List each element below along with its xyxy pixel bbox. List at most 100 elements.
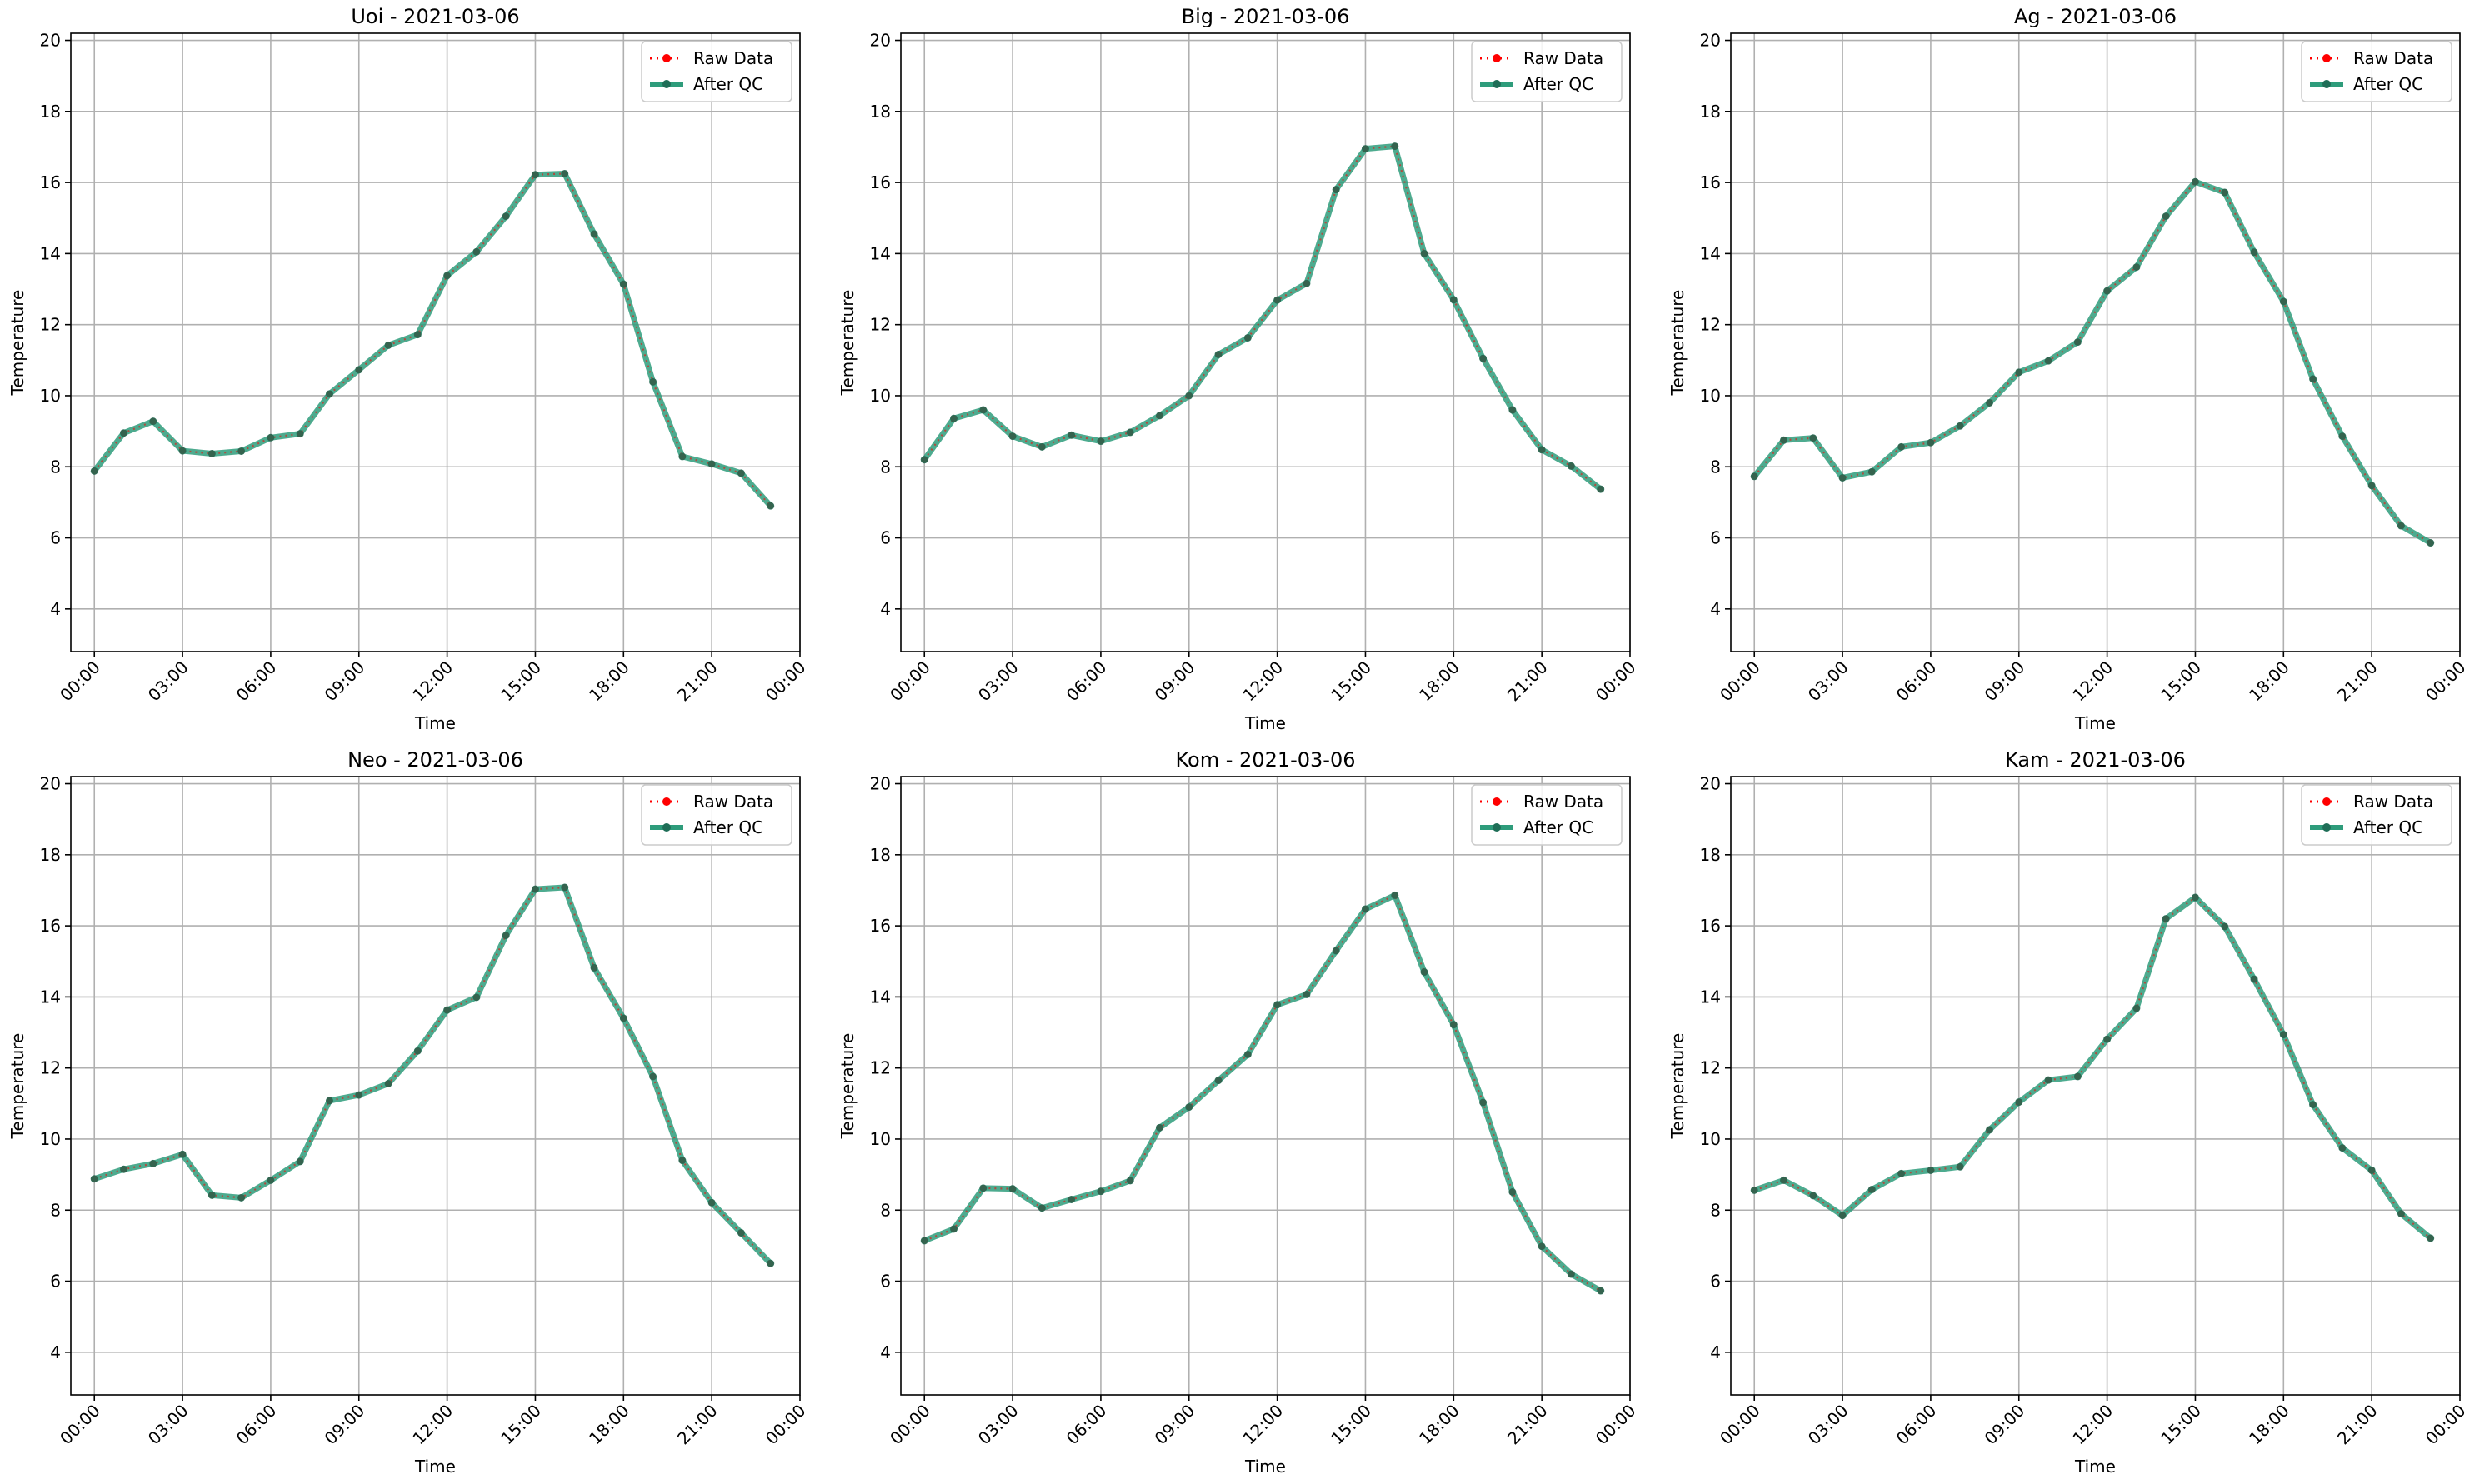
after-qc-point <box>590 230 598 238</box>
x-tick-label: 03:00 <box>144 1401 192 1449</box>
legend-label: Raw Data <box>1523 792 1603 812</box>
x-tick-label: 06:00 <box>1892 657 1941 706</box>
after-qc-point <box>708 460 716 468</box>
after-qc-point <box>384 1079 392 1087</box>
series-line-raw-data <box>93 886 772 1264</box>
y-axis-label: Temperature <box>8 1033 28 1140</box>
x-axis-label: Time <box>1244 1457 1286 1477</box>
y-tick-label: 18 <box>40 102 61 122</box>
after-qc-point <box>1750 472 1758 481</box>
x-tick-label: 12:00 <box>1238 1401 1287 1449</box>
after-qc-point <box>1985 398 1993 407</box>
after-qc-point <box>267 433 275 442</box>
legend-label: Raw Data <box>2353 792 2433 812</box>
y-axis-label: Temperature <box>8 290 28 397</box>
after-qc-point <box>1809 1192 1818 1200</box>
y-tick-label: 10 <box>1700 1129 1721 1149</box>
series-line-after-qc <box>92 170 773 508</box>
legend-marker-after-qc <box>1492 823 1501 832</box>
after-qc-point <box>1898 442 1906 451</box>
y-tick-label: 8 <box>50 457 61 477</box>
legend-marker-after-qc <box>2322 80 2331 88</box>
legend-label: Raw Data <box>693 792 773 812</box>
after-qc-point <box>120 429 128 437</box>
after-qc-point <box>443 272 452 280</box>
y-tick-label: 16 <box>870 172 891 192</box>
y-tick-label: 10 <box>1700 386 1721 406</box>
x-tick-label: 00:00 <box>1716 1401 1764 1449</box>
x-tick-label: 00:00 <box>2422 1401 2470 1449</box>
x-tick-label: 15:00 <box>497 657 545 706</box>
after-qc-point <box>950 1225 958 1233</box>
after-qc-point <box>979 406 988 414</box>
after-qc-point <box>1449 1021 1458 1029</box>
y-tick-label: 20 <box>40 774 61 794</box>
legend-marker-after-qc <box>662 80 671 88</box>
x-tick-label: 03:00 <box>144 657 192 706</box>
after-qc-point <box>2250 975 2258 983</box>
y-tick-label: 12 <box>40 315 61 335</box>
after-qc-point <box>472 247 481 256</box>
legend: Raw Data After QC <box>2301 41 2452 102</box>
x-tick-label: 15:00 <box>497 1401 545 1449</box>
after-qc-point <box>1332 186 1340 194</box>
y-tick-label: 10 <box>870 386 891 406</box>
after-qc-point <box>1479 1098 1488 1107</box>
series-line-raw-data <box>1753 896 2432 1239</box>
series-line-after-qc <box>1752 178 2432 546</box>
y-tick-label: 14 <box>870 987 891 1007</box>
after-qc-point <box>920 456 928 464</box>
legend-marker-raw-data <box>1492 54 1501 62</box>
after-qc-point <box>1838 473 1847 482</box>
after-qc-point <box>2073 338 2082 347</box>
after-qc-point <box>737 1229 745 1237</box>
x-tick-label: 21:00 <box>2333 657 2382 706</box>
y-tick-label: 6 <box>880 528 891 548</box>
y-tick-label: 14 <box>40 987 61 1007</box>
after-qc-point <box>2221 922 2229 931</box>
x-tick-label: 12:00 <box>2068 657 2117 706</box>
y-tick-label: 4 <box>880 599 891 619</box>
legend-label: After QC <box>2353 74 2423 94</box>
after-qc-point <box>413 331 422 339</box>
y-tick-label: 10 <box>40 1129 61 1149</box>
y-tick-label: 8 <box>880 1200 891 1220</box>
x-tick-label: 12:00 <box>408 657 457 706</box>
after-qc-point <box>767 1259 775 1267</box>
legend: Raw Data After QC <box>641 41 792 102</box>
y-tick-label: 20 <box>870 774 891 794</box>
y-axis-label: Temperature <box>838 1033 858 1140</box>
axes-frame <box>900 776 1631 1396</box>
x-tick-label: 00:00 <box>56 657 104 706</box>
x-tick-label: 06:00 <box>1892 1401 1941 1449</box>
after-qc-point <box>1302 990 1311 998</box>
after-qc-point <box>2279 297 2288 306</box>
y-tick-label: 6 <box>50 528 61 548</box>
y-tick-label: 12 <box>1700 1058 1721 1078</box>
after-qc-point <box>1597 485 1605 493</box>
x-tick-label: 15:00 <box>1327 1401 1375 1449</box>
series-line-after-qc <box>93 884 773 1266</box>
y-tick-label: 12 <box>870 1058 891 1078</box>
x-tick-label: 18:00 <box>2245 1401 2293 1449</box>
after-qc-point <box>1273 1001 1282 1009</box>
subplot-3: 4 6 8 10 12 14 16 18 20 00:00 03:00 06:00 09:00 12:00… <box>1668 5 2470 733</box>
y-tick-label: 4 <box>50 599 61 619</box>
x-tick-label: 00:00 <box>56 1401 104 1449</box>
after-qc-point <box>2397 1210 2405 1218</box>
after-qc-point <box>1420 249 1428 257</box>
after-qc-point <box>1391 142 1399 151</box>
after-qc-point <box>1038 1204 1046 1212</box>
after-qc-point <box>2427 1234 2435 1242</box>
y-tick-label: 8 <box>1710 457 1721 477</box>
x-axis-label: Time <box>2074 1457 2116 1477</box>
y-tick-label: 10 <box>40 386 61 406</box>
after-qc-point <box>920 1237 928 1245</box>
after-qc-point <box>1780 436 1788 444</box>
after-qc-point <box>238 447 246 455</box>
subplot-title: Kam - 2021-03-06 <box>2005 748 2186 772</box>
legend-label: After QC <box>1523 817 1593 837</box>
subplot-title: Neo - 2021-03-06 <box>348 748 523 772</box>
after-qc-point <box>1214 1077 1222 1085</box>
after-qc-point <box>1097 1187 1105 1196</box>
